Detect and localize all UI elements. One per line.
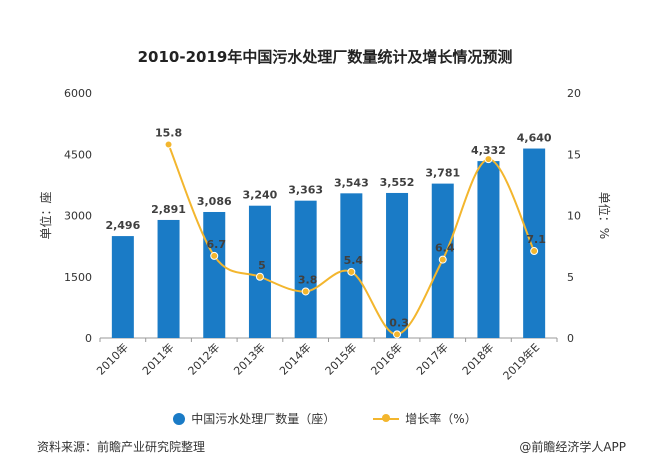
chart-title: 2010-2019年中国污水处理厂数量统计及增长情况预测 (137, 48, 513, 66)
y-left-tick-label: 1500 (64, 271, 92, 284)
bar (523, 148, 546, 338)
y-axis-right-label: 单位：% (597, 192, 612, 239)
legend-bar-label: 中国污水处理厂数量（座） (191, 412, 336, 426)
x-tick-label: 2012年 (185, 340, 222, 377)
brand-credit: @前瞻经济学人APP (519, 440, 626, 454)
source-note: 资料来源：前瞻产业研究院整理 (37, 440, 206, 454)
x-tick-label: 2013年 (231, 340, 268, 377)
growth-point (301, 287, 310, 296)
legend-line-swatch (373, 413, 400, 422)
growth-value-label: 5 (258, 259, 266, 272)
bar (248, 205, 271, 338)
bar-value-label: 4,332 (471, 144, 506, 157)
bar (157, 219, 180, 338)
growth-point (347, 267, 356, 276)
x-tick-label: 2014年 (276, 340, 313, 377)
bar (340, 193, 363, 338)
growth-point (255, 272, 264, 281)
legend-item-bar: 中国污水处理厂数量（座） (173, 410, 335, 427)
y-right-tick-label: 0 (567, 332, 574, 345)
bar-value-label: 2,891 (151, 203, 186, 216)
bar-value-label: 2,496 (105, 219, 140, 232)
bar-value-labels: 2,496 2,891 3,086 3,240 3,363 3,543 3,552 3,781… (105, 132, 551, 233)
growth-value-label: 7.1 (526, 233, 546, 246)
x-tick-label: 2016年 (368, 340, 405, 377)
x-tick-label: 2017年 (413, 340, 450, 377)
x-tick-label: 2011年 (139, 340, 176, 377)
x-tick-label: 2010年 (93, 340, 130, 377)
growth-point (210, 251, 219, 260)
x-tick-label: 2015年 (322, 340, 359, 377)
bar-value-label: 3,552 (380, 176, 415, 189)
growth-point (438, 255, 447, 264)
bar-series (111, 148, 546, 338)
bar (386, 192, 409, 338)
axes: 0 1500 3000 4500 6000 0 5 10 15 20 (64, 87, 581, 345)
growth-line-series (164, 140, 539, 339)
growth-value-label: 5.4 (344, 254, 364, 267)
legend-line-label: 增长率（%） (405, 412, 477, 426)
bar-value-label: 3,363 (288, 184, 323, 197)
growth-value-label: 6.7 (207, 238, 227, 251)
bar (111, 236, 134, 338)
y-axis-left-label: 单位：座 (38, 191, 53, 239)
growth-value-label: 15.8 (155, 126, 182, 139)
growth-value-label: 3.8 (298, 273, 318, 286)
growth-value-labels: 15.8 6.7 5 3.8 5.4 0.3 6.4 7.1 (155, 126, 546, 329)
legend: 中国污水处理厂数量（座） 增长率（%） (0, 410, 650, 427)
y-left-tick-label: 4500 (64, 148, 92, 161)
growth-line (167, 144, 536, 336)
bar-value-label: 3,086 (197, 195, 232, 208)
growth-point (164, 140, 173, 149)
x-tick-label: 2019年E (500, 340, 542, 382)
bar-value-label: 4,640 (517, 132, 552, 145)
bar-value-label: 3,240 (243, 189, 278, 202)
legend-item-line: 增长率（%） (373, 410, 477, 427)
y-left-tick-label: 3000 (64, 210, 92, 223)
growth-point (484, 155, 493, 164)
y-left-tick-label: 0 (85, 332, 92, 345)
legend-bar-swatch (173, 412, 186, 425)
y-right-tick-label: 15 (567, 148, 581, 161)
bar (294, 200, 317, 338)
y-right-tick-label: 5 (567, 271, 574, 284)
y-left-tick-label: 6000 (64, 87, 92, 100)
x-tick-label: 2018年 (459, 340, 496, 377)
growth-value-label: 0.3 (389, 316, 409, 329)
bar (477, 161, 500, 338)
growth-point (393, 330, 402, 339)
y-right-tick-label: 10 (567, 210, 581, 223)
y-right-tick-label: 20 (567, 87, 581, 100)
growth-value-label: 6.4 (435, 242, 455, 255)
bar-value-label: 3,781 (425, 167, 460, 180)
x-tick-labels: 2010年 2011年 2012年 2013年 2014年 2015年 2016年 2017年… (93, 340, 542, 382)
growth-point (530, 247, 539, 256)
bar-value-label: 3,543 (334, 176, 369, 189)
bar (203, 211, 226, 338)
